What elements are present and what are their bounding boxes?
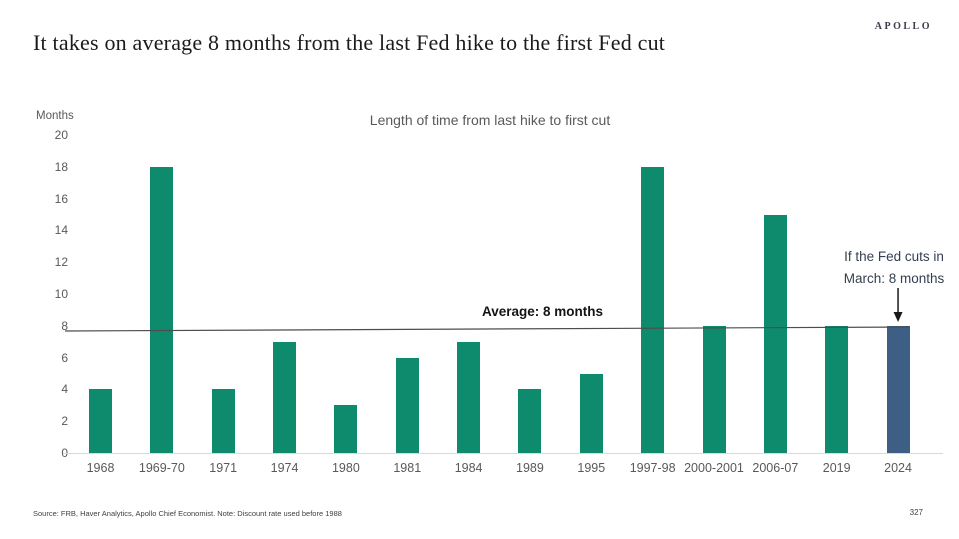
bar-1969-70 [150, 166, 174, 453]
x-label-1968: 1968 [86, 461, 115, 475]
x-label-2000-2001: 2000-2001 [684, 461, 744, 475]
annotation-arrow-head [893, 312, 903, 322]
x-label-1969-70: 1969-70 [138, 461, 185, 475]
bar-2019 [825, 325, 849, 453]
bar-1974 [273, 341, 297, 453]
source-note: Source: FRB, Haver Analytics, Apollo Chi… [33, 509, 342, 518]
y-tick-4: 4 [61, 382, 68, 397]
y-tick-0: 0 [28, 445, 68, 461]
y-tick-16: 16 [54, 191, 68, 206]
y-tick-8: 8 [61, 318, 68, 333]
x-label-1989: 1989 [516, 461, 544, 475]
y-tick-20: 20 [54, 128, 68, 142]
x-label-1974: 1974 [270, 461, 299, 475]
annotation-line-2: March: 8 months [843, 271, 945, 286]
x-label-1980: 1980 [331, 461, 360, 475]
bar-1984 [457, 341, 481, 453]
page-title: It takes on average 8 months from the la… [33, 30, 666, 55]
x-label-2024: 2024 [884, 461, 912, 475]
bar-1997-98 [641, 166, 665, 453]
y-tick-2: 2 [61, 414, 68, 429]
y-tick-12: 12 [54, 255, 68, 270]
bar-2006-07 [763, 214, 787, 453]
bar-2024 [886, 325, 910, 453]
x-label-1981: 1981 [393, 461, 422, 475]
y-tick-10: 10 [54, 287, 68, 301]
average-line-label: Average: 8 months [482, 304, 604, 319]
x-label-1997-98: 1997-98 [629, 461, 676, 475]
x-label-1971: 1971 [209, 461, 238, 475]
fed-cut-annotation: If the Fed cuts in March: 8 months [836, 246, 952, 290]
bar-2000-2001 [702, 325, 726, 453]
x-label-1984: 1984 [454, 461, 483, 475]
y-tick-18: 18 [54, 159, 68, 174]
x-label-2019: 2019 [822, 461, 851, 475]
bar-1995 [579, 373, 603, 453]
y-tick-14: 14 [54, 223, 68, 238]
apollo-logo: APOLLO [874, 21, 932, 32]
bar-1989 [518, 389, 542, 453]
bar-1980 [334, 405, 358, 453]
annotation-line-1: If the Fed cuts in [844, 249, 944, 264]
bar-1971 [211, 389, 235, 453]
bar-1968 [89, 389, 112, 453]
chart-title: Length of time from last hike to first c… [369, 112, 611, 128]
x-axis-line [63, 453, 943, 454]
y-tick-6: 6 [61, 350, 68, 365]
x-label-1995: 1995 [577, 461, 606, 475]
y-axis-unit-label: Months [36, 110, 74, 122]
page-number: 327 [909, 508, 923, 517]
bar-1981 [395, 357, 419, 453]
x-label-2006-07: 2006-07 [752, 461, 799, 475]
